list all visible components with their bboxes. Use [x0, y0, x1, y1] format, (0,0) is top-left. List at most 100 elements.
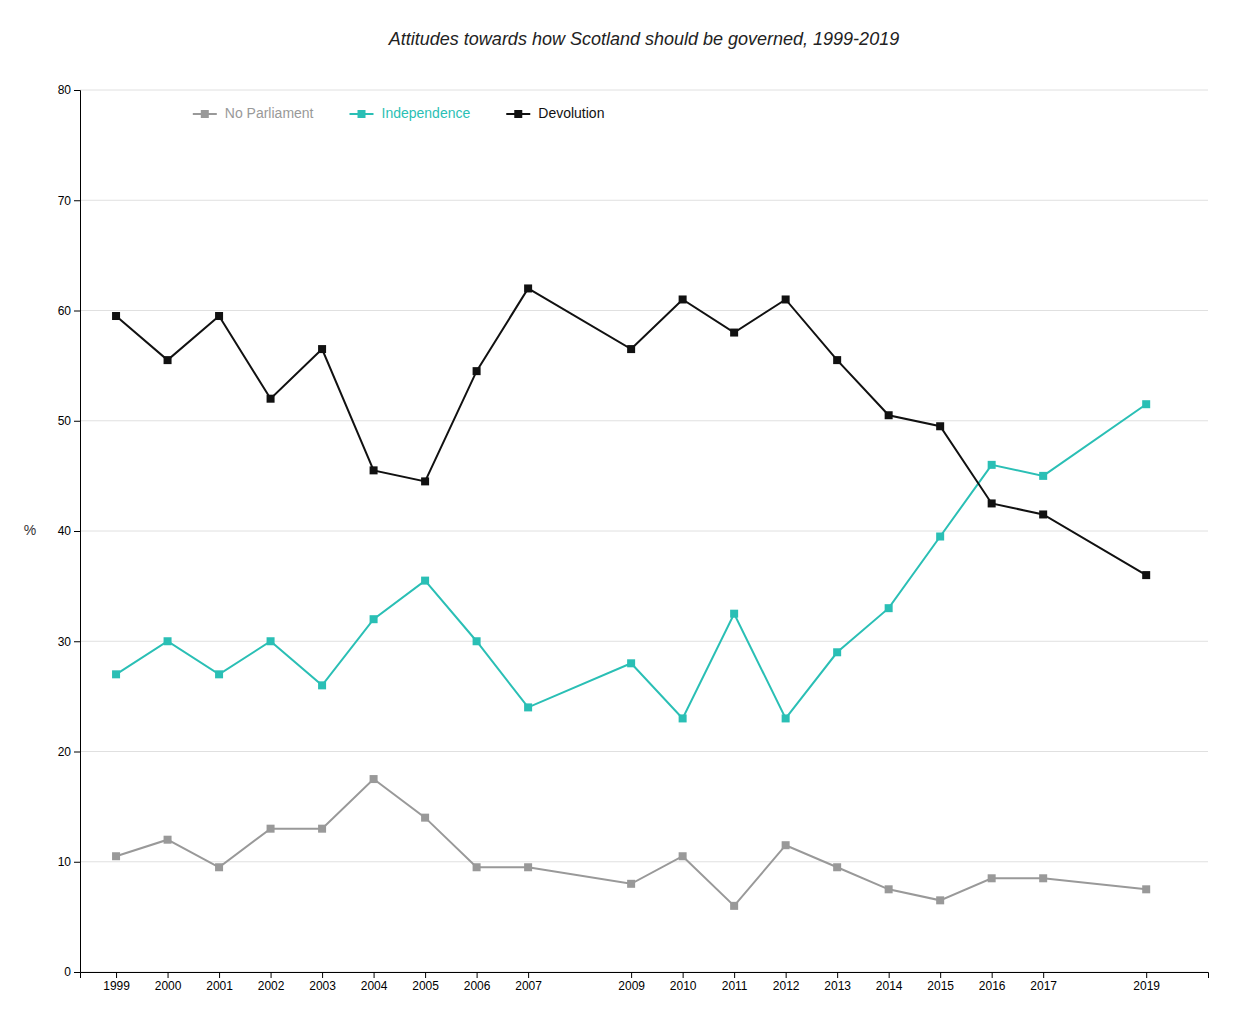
- series-marker: [215, 312, 223, 320]
- series-marker: [1142, 571, 1150, 579]
- y-tick: 70: [58, 194, 80, 208]
- y-tick: 40: [58, 524, 80, 538]
- x-tick-mark: [116, 972, 117, 978]
- x-tick-label: 2019: [1133, 979, 1160, 993]
- y-tick: 0: [64, 965, 80, 979]
- x-tick-mark: [168, 972, 169, 978]
- grid-line: [80, 641, 1208, 642]
- grid-line: [80, 310, 1208, 311]
- series-marker: [164, 836, 172, 844]
- series-marker: [833, 648, 841, 656]
- y-tick-mark: [74, 641, 80, 642]
- x-tick-label: 2000: [155, 979, 182, 993]
- y-axis-title: %: [24, 522, 36, 538]
- series-marker: [885, 604, 893, 612]
- y-tick: 30: [58, 635, 80, 649]
- series-marker: [885, 885, 893, 893]
- x-tick-mark: [734, 972, 735, 978]
- series-marker: [936, 533, 944, 541]
- series-marker: [1039, 874, 1047, 882]
- series-marker: [267, 825, 275, 833]
- data-marks: [112, 284, 1150, 909]
- x-tick: 2011: [722, 972, 748, 993]
- y-tick-label: 60: [58, 304, 72, 318]
- legend-item: Independence: [350, 105, 471, 121]
- x-tick-label: 2010: [670, 979, 697, 993]
- series-marker: [782, 714, 790, 722]
- x-tick-label: 2011: [722, 979, 748, 993]
- series-marker: [473, 367, 481, 375]
- series-marker: [627, 659, 635, 667]
- x-tick-mark: [889, 972, 890, 978]
- x-tick-mark: [1146, 972, 1147, 978]
- series-marker: [421, 477, 429, 485]
- series-marker: [164, 637, 172, 645]
- y-tick-label: 70: [58, 194, 72, 208]
- y-tick-label: 0: [64, 965, 71, 979]
- x-tick-label: 2014: [876, 979, 903, 993]
- x-tick-label: 2006: [464, 979, 491, 993]
- y-tick-mark: [74, 862, 80, 863]
- series-marker: [730, 610, 738, 618]
- y-tick: 20: [58, 745, 80, 759]
- y-tick: 10: [58, 855, 80, 869]
- y-tick-label: 10: [58, 855, 72, 869]
- series-marker: [421, 814, 429, 822]
- series-marker: [112, 670, 120, 678]
- legend-swatch-marker: [514, 110, 522, 118]
- series-marker: [782, 295, 790, 303]
- y-axis: 01020304050607080: [58, 83, 81, 979]
- series-marker: [936, 896, 944, 904]
- chart-title: Attitudes towards how Scotland should be…: [388, 29, 899, 49]
- x-tick: 2012: [773, 972, 800, 993]
- series-marker: [267, 637, 275, 645]
- x-tick-label: 2017: [1030, 979, 1057, 993]
- chart-svg: 1999200020012002200320042005200620072009…: [0, 0, 1248, 1032]
- x-tick: 2009: [618, 972, 645, 993]
- legend: No ParliamentIndependenceDevolution: [193, 105, 605, 121]
- x-tick: 1999: [103, 972, 130, 993]
- x-tick-mark: [683, 972, 684, 978]
- series-marker: [1142, 400, 1150, 408]
- x-tick: 2007: [515, 972, 542, 993]
- x-tick-label: 2012: [773, 979, 800, 993]
- y-tick-label: 40: [58, 524, 72, 538]
- series-marker: [627, 345, 635, 353]
- x-tick-label: 2001: [206, 979, 233, 993]
- x-tick-mark: [271, 972, 272, 978]
- series: [112, 284, 1150, 579]
- series: [112, 775, 1150, 910]
- series-marker: [524, 284, 532, 292]
- x-tick-mark: [528, 972, 529, 978]
- legend-swatch-marker: [201, 110, 209, 118]
- series-marker: [421, 577, 429, 585]
- x-tick-mark: [322, 972, 323, 978]
- y-tick-label: 80: [58, 83, 72, 97]
- series-marker: [885, 411, 893, 419]
- series-line: [116, 779, 1146, 906]
- series-marker: [112, 852, 120, 860]
- x-tick: 2016: [979, 972, 1006, 993]
- x-tick-label: 1999: [103, 979, 130, 993]
- x-tick-label: 2015: [927, 979, 954, 993]
- x-tick-mark: [1043, 972, 1044, 978]
- series-marker: [318, 825, 326, 833]
- series-marker: [473, 637, 481, 645]
- series-marker: [164, 356, 172, 364]
- x-tick: 2017: [1030, 972, 1057, 993]
- series-marker: [833, 356, 841, 364]
- x-tick-mark: [837, 972, 838, 978]
- series-marker: [833, 863, 841, 871]
- grid-line: [80, 200, 1208, 201]
- series-marker: [730, 902, 738, 910]
- y-tick: 80: [58, 83, 80, 97]
- legend-item: No Parliament: [193, 105, 314, 121]
- series-marker: [730, 329, 738, 337]
- x-tick-label: 2004: [361, 979, 388, 993]
- series-marker: [782, 841, 790, 849]
- series-marker: [215, 863, 223, 871]
- x-tick-label: 2002: [258, 979, 285, 993]
- x-tick-label: 2003: [309, 979, 336, 993]
- x-tick-mark: [477, 972, 478, 978]
- y-tick-label: 20: [58, 745, 72, 759]
